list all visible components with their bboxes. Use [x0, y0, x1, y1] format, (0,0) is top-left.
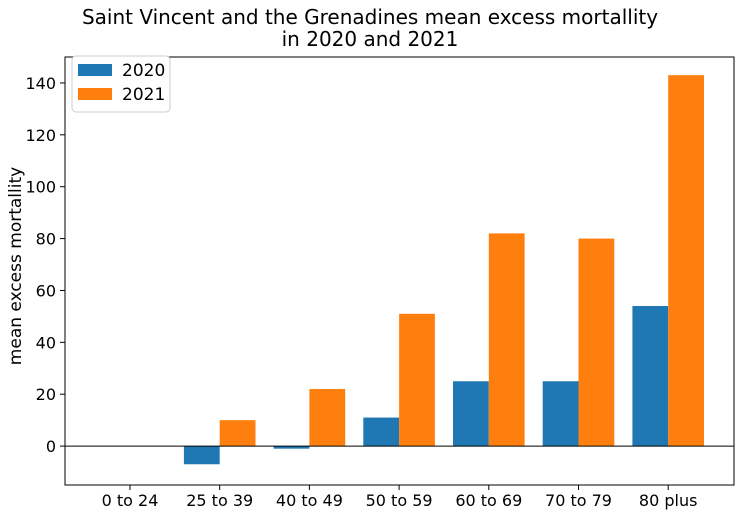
- legend-label-2021: 2021: [122, 85, 165, 105]
- bar-2021-80-plus: [668, 75, 704, 447]
- chart-title-line-2: in 2020 and 2021: [281, 27, 459, 51]
- x-tick-label: 25 to 39: [186, 491, 253, 510]
- bar-2020-70-to-79: [542, 381, 579, 447]
- y-tick-label: 0: [46, 437, 56, 456]
- x-tick-label: 50 to 59: [366, 491, 433, 510]
- legend-swatch-2020: [78, 64, 112, 76]
- y-axis-ticks: 0 20 40 60 80 100 120 140: [25, 74, 65, 456]
- legend-label-2020: 2020: [122, 61, 165, 81]
- bar-2021-40-to-49: [309, 389, 346, 447]
- bar-2021-70-to-79: [578, 238, 615, 447]
- bar-2020-50-to-59: [363, 417, 400, 447]
- y-tick-label: 140: [25, 74, 56, 93]
- legend-swatch-2021: [78, 88, 112, 100]
- bar-2021-60-to-69: [488, 233, 525, 447]
- bar-2020-25-to-39: [183, 446, 220, 465]
- x-tick-label: 80 plus: [639, 491, 698, 510]
- y-tick-label: 80: [36, 230, 56, 249]
- y-tick-label: 20: [36, 385, 56, 404]
- y-tick-label: 40: [36, 333, 56, 352]
- y-tick-label: 60: [36, 281, 56, 300]
- legend: 2020 2021: [71, 55, 171, 113]
- bars-group: [183, 75, 704, 465]
- bar-2021-50-to-59: [399, 313, 435, 447]
- x-tick-label: 40 to 49: [276, 491, 343, 510]
- x-tick-label: 0 to 24: [102, 491, 159, 510]
- bar-2021-25-to-39: [219, 420, 256, 447]
- bar-2020-60-to-69: [453, 381, 489, 447]
- bar-2020-80-plus: [632, 306, 669, 447]
- y-tick-label: 120: [25, 126, 56, 145]
- bar-2020-40-to-49: [273, 446, 310, 449]
- x-tick-label: 60 to 69: [455, 491, 522, 510]
- y-tick-label: 100: [25, 178, 56, 197]
- chart-title-line-1: Saint Vincent and the Grenadines mean ex…: [81, 5, 659, 29]
- x-axis-ticks: 0 to 24 25 to 39 40 to 49 50 to 59 60 to 69 7…: [102, 485, 698, 510]
- x-tick-label: 70 to 79: [545, 491, 612, 510]
